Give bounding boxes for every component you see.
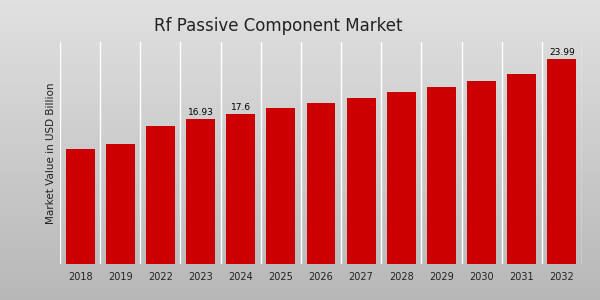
Bar — [547, 59, 577, 264]
Bar — [347, 98, 376, 264]
Bar — [186, 119, 215, 264]
Bar — [508, 74, 536, 264]
Bar — [387, 92, 416, 264]
Bar — [307, 103, 335, 264]
Text: 17.6: 17.6 — [230, 103, 251, 112]
Bar — [427, 87, 456, 264]
Bar — [65, 149, 95, 264]
Bar — [266, 108, 295, 264]
Bar — [226, 114, 255, 264]
Text: 23.99: 23.99 — [549, 48, 575, 57]
Bar — [467, 81, 496, 264]
Bar — [146, 126, 175, 264]
Bar — [106, 144, 134, 264]
Text: 16.93: 16.93 — [188, 108, 214, 117]
Text: Rf Passive Component Market: Rf Passive Component Market — [154, 17, 403, 35]
Y-axis label: Market Value in USD Billion: Market Value in USD Billion — [46, 82, 56, 224]
